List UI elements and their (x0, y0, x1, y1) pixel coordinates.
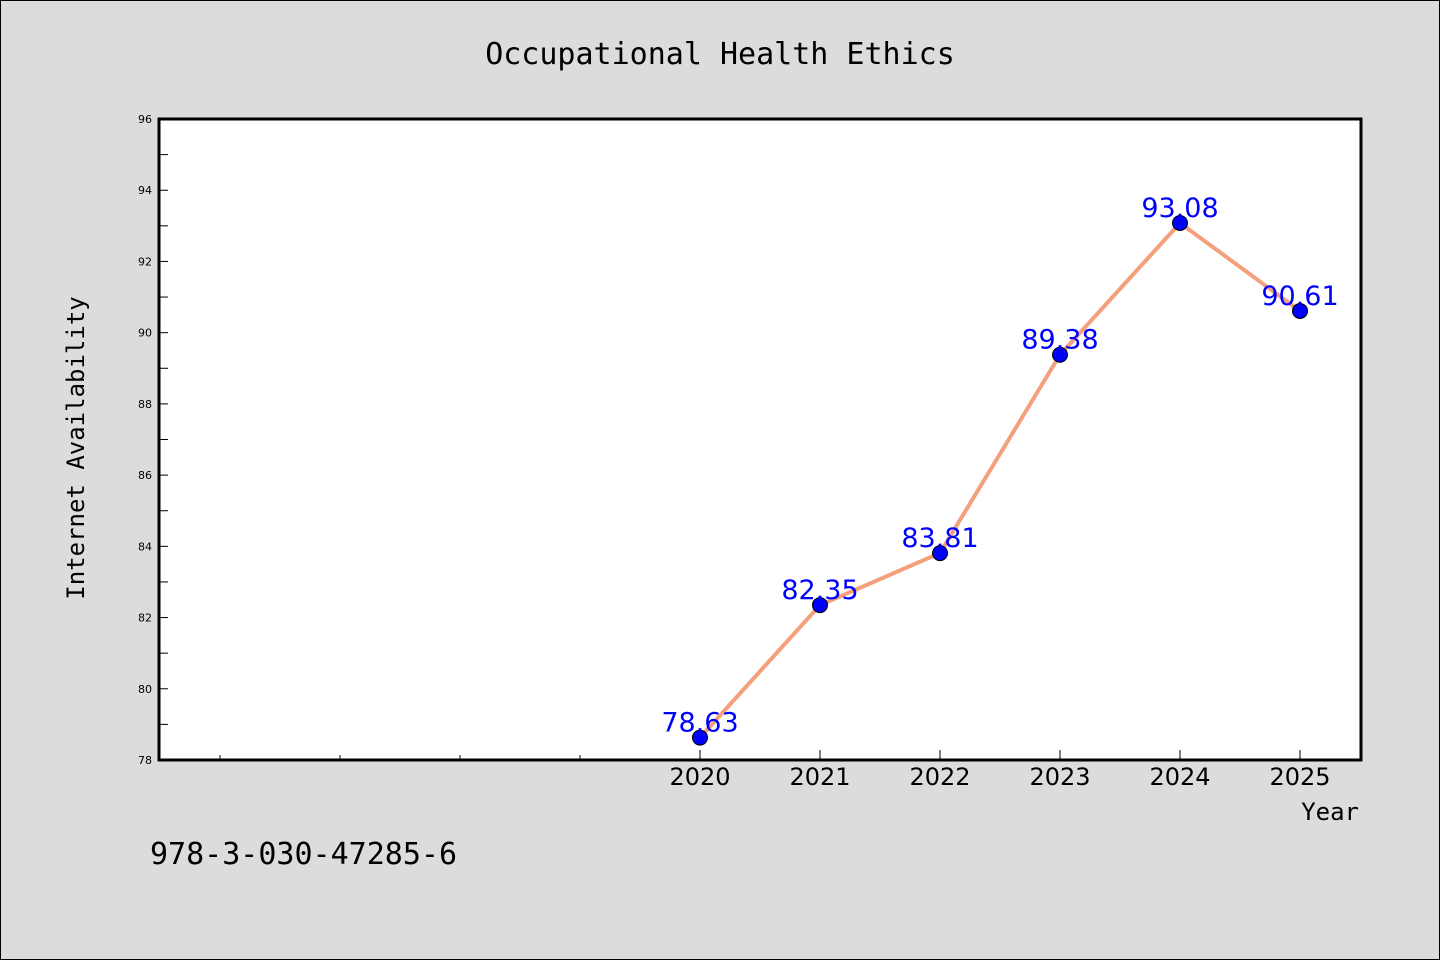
y-tick-label: 86 (138, 469, 152, 482)
y-tick-label: 78 (138, 754, 152, 767)
data-point-2022 (932, 545, 948, 562)
data-label-2020: 78.63 (661, 708, 738, 739)
data-label-2022: 83.81 (901, 523, 978, 554)
y-tick-label: 94 (138, 184, 152, 197)
y-tick-label: 80 (138, 683, 152, 696)
data-point-2023 (1052, 346, 1068, 363)
y-tick-label: 82 (138, 612, 152, 625)
x-tick-label: 2022 (909, 763, 970, 791)
data-label-2021: 82.35 (781, 575, 858, 606)
y-tick-label: 96 (138, 113, 152, 126)
y-tick-label: 90 (138, 327, 152, 340)
data-point-2024 (1172, 214, 1188, 231)
series-layer: 78.63 82.35 83.81 89.38 93.08 90.61 (661, 193, 1339, 746)
data-point-2025 (1292, 302, 1308, 319)
plot-area (157, 117, 1363, 762)
y-tick-label: 88 (138, 398, 152, 411)
chart-title: Occupational Health Ethics (485, 37, 955, 72)
series-line (698, 220, 1302, 739)
y-axis: 78 80 82 84 86 88 90 92 94 96 (138, 113, 168, 767)
footnote-isbn: 978-3-030-47285-6 (150, 837, 457, 872)
data-label-2024: 93.08 (1141, 193, 1218, 224)
x-tick-label: 2025 (1269, 763, 1330, 791)
y-tick-label: 92 (138, 255, 152, 268)
x-tick-label: 2024 (1149, 763, 1210, 791)
y-tick-label: 84 (138, 540, 152, 553)
data-label-2025: 90.61 (1261, 281, 1338, 312)
data-point-2020 (692, 729, 708, 746)
y-axis-title: Internet Availability (62, 296, 90, 599)
x-axis-title: Year (1301, 798, 1359, 826)
x-axis: 2020 2021 2022 2023 2024 2025 (219, 750, 1331, 791)
x-tick-label: 2020 (669, 763, 730, 791)
x-tick-label: 2023 (1029, 763, 1090, 791)
x-tick-label: 2021 (789, 763, 850, 791)
data-point-2021 (812, 597, 828, 614)
data-label-2023: 89.38 (1021, 325, 1098, 356)
